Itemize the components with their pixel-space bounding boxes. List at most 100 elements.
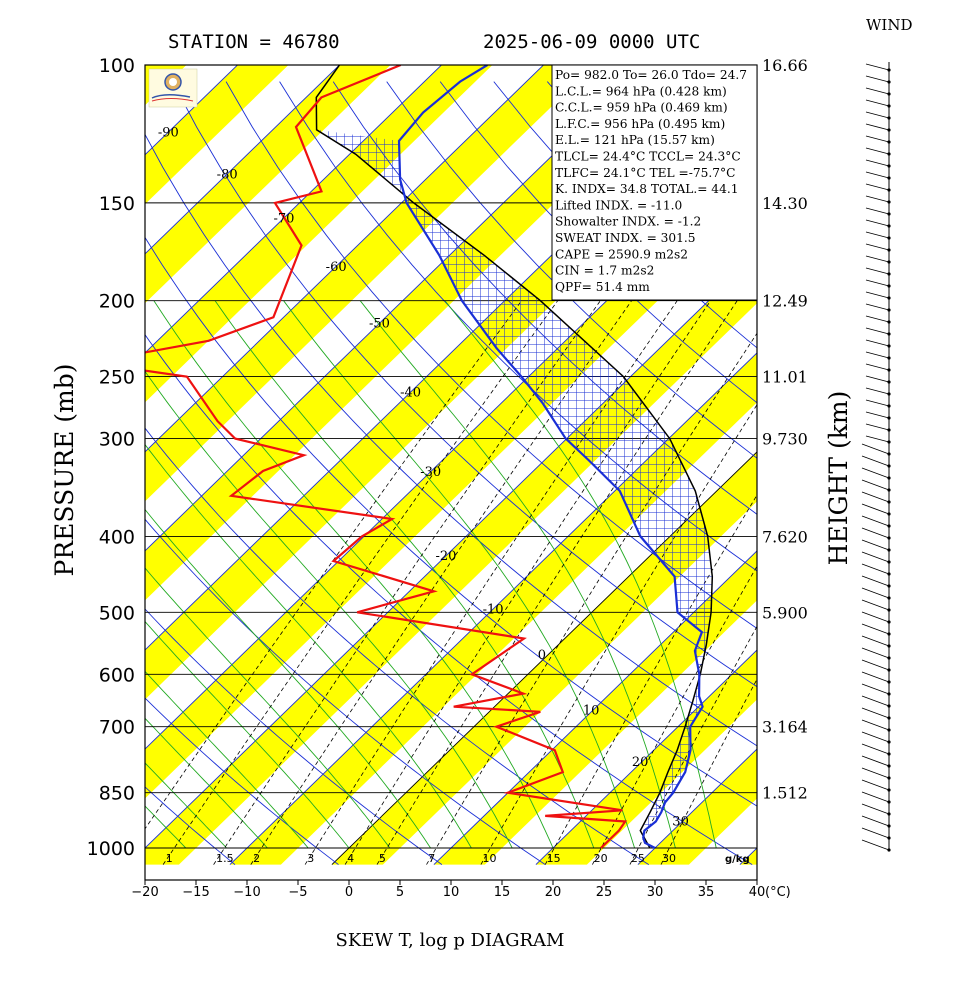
mixing-ratio-line bbox=[344, 300, 711, 865]
wind-barb bbox=[865, 255, 890, 263]
wind-barb bbox=[865, 171, 890, 179]
pressure-tick-label: 500 bbox=[99, 602, 135, 624]
parcel-curve bbox=[315, 65, 714, 849]
wind-barb bbox=[861, 635, 890, 647]
wind-barb bbox=[861, 707, 890, 719]
mixing-ratio-label: 20 bbox=[594, 852, 608, 865]
wind-barb bbox=[865, 195, 890, 203]
isotherm-label: -80 bbox=[217, 168, 238, 183]
pressure-line-group bbox=[145, 65, 757, 849]
mixing-ratio-label: 3 bbox=[307, 852, 314, 865]
wind-barb bbox=[861, 539, 890, 551]
dry-adiabat-line bbox=[145, 518, 546, 865]
wind-barb bbox=[861, 467, 890, 479]
wind-barb bbox=[861, 443, 890, 455]
isotherm-label: -60 bbox=[326, 260, 347, 275]
mixing-ratio-label-group: 0.7 1 1.5 2 3 4 5 7 10 15 20 25 30 g/kg bbox=[166, 852, 750, 865]
temperature-tick-label: 35 bbox=[698, 885, 715, 900]
wind-barb bbox=[861, 779, 890, 791]
wind-barb bbox=[865, 339, 890, 347]
dry-adiabat-line bbox=[0, 82, 28, 865]
wind-barb bbox=[865, 399, 890, 407]
height-tick-label: 7.620 bbox=[762, 527, 808, 546]
isotherm-line bbox=[145, 65, 341, 255]
wind-barb bbox=[865, 243, 890, 251]
wind-barb bbox=[865, 363, 890, 371]
pressure-tick-label: 300 bbox=[99, 429, 135, 451]
temperature-tick-label: −5 bbox=[288, 885, 307, 900]
wind-barb bbox=[861, 767, 890, 779]
wind-barb bbox=[865, 291, 890, 299]
isotherm-label: 20 bbox=[632, 755, 649, 770]
isotherm-line bbox=[145, 154, 757, 750]
pressure-tick-label: 150 bbox=[99, 193, 135, 215]
wind-barb bbox=[861, 671, 890, 683]
index-box bbox=[551, 64, 758, 301]
wind-barb bbox=[861, 827, 890, 839]
isotherm-band bbox=[145, 65, 391, 304]
wind-barb bbox=[861, 491, 890, 503]
mixing-ratio-label: 10 bbox=[482, 852, 496, 865]
isotherm-line bbox=[0, 0, 10, 865]
wind-barb bbox=[865, 111, 890, 119]
index-entry: C.C.L.= 959 hPa (0.469 km) bbox=[555, 101, 728, 115]
isotherm-line bbox=[944, 0, 960, 865]
index-entry: Showalter INDX. = -1.2 bbox=[555, 215, 701, 229]
dry-adiabat-line bbox=[172, 81, 757, 688]
wind-barb bbox=[861, 455, 890, 467]
wind-barb bbox=[861, 659, 890, 671]
temperature-tick-label: 5 bbox=[396, 885, 404, 900]
wind-barb bbox=[861, 563, 890, 575]
wind-barb bbox=[865, 87, 890, 95]
mixing-ratio-line bbox=[250, 300, 632, 865]
isotherm-label: -50 bbox=[369, 317, 390, 332]
wind-barb bbox=[861, 611, 890, 623]
wind-barb bbox=[861, 647, 890, 659]
pressure-tick-label: 100 bbox=[99, 55, 135, 77]
height-tick-label: 14.30 bbox=[762, 194, 808, 213]
dry-adiabat-line bbox=[145, 427, 650, 865]
temperature-tick-label: 25 bbox=[596, 885, 613, 900]
mixing-ratio-label: 5 bbox=[379, 852, 386, 865]
moist-adiabat-line bbox=[145, 762, 227, 849]
cape-area-group bbox=[316, 129, 713, 831]
wind-barb bbox=[865, 315, 890, 323]
wind-barb bbox=[861, 587, 890, 599]
isotherm-line bbox=[229, 352, 757, 865]
index-entry: K. INDX= 34.8 TOTAL.= 44.1 bbox=[555, 182, 738, 196]
pressure-tick-label: 1000 bbox=[87, 838, 135, 860]
isotherm-band bbox=[0, 0, 163, 865]
dry-adiabat-line bbox=[922, 82, 960, 865]
isotherm-label: -70 bbox=[273, 211, 294, 226]
mixing-ratio-line bbox=[480, 404, 757, 865]
isotherm-label: -90 bbox=[158, 126, 179, 141]
wind-barb bbox=[861, 683, 890, 695]
mixing-ratio-label: 7 bbox=[428, 852, 435, 865]
dry-adiabat-line bbox=[145, 236, 757, 807]
mixing-ratio-label: 4 bbox=[347, 852, 354, 865]
mixing-ratio-label: 1.5 bbox=[216, 852, 234, 865]
height-tick-label: 5.900 bbox=[762, 603, 808, 622]
wind-barb bbox=[865, 75, 890, 83]
height-tick-label: 9.730 bbox=[762, 430, 808, 449]
temperature-tick-label: −10 bbox=[233, 885, 260, 900]
dry-adiabat-line bbox=[145, 697, 339, 865]
wind-barb bbox=[865, 231, 890, 239]
isotherm-label: -30 bbox=[420, 465, 441, 480]
isotherm-label: 10 bbox=[583, 703, 600, 718]
wind-barb bbox=[861, 839, 890, 851]
temperature-tick-label: 20 bbox=[545, 885, 562, 900]
cape-hatched-area bbox=[316, 129, 713, 831]
temperature-tick-label: 30 bbox=[647, 885, 664, 900]
isotherm-band bbox=[145, 154, 757, 799]
isotherm-band bbox=[145, 65, 289, 205]
height-tick-label: 1.512 bbox=[762, 784, 808, 803]
pressure-tick-label: 400 bbox=[99, 526, 135, 548]
y-axis-title: PRESSURE (mb) bbox=[50, 363, 79, 576]
wind-barb bbox=[861, 815, 890, 827]
isotherm-label: -20 bbox=[436, 549, 457, 564]
dry-adiabat-line bbox=[386, 81, 757, 459]
datetime-label: 2025-06-09 0000 UTC bbox=[483, 31, 700, 53]
